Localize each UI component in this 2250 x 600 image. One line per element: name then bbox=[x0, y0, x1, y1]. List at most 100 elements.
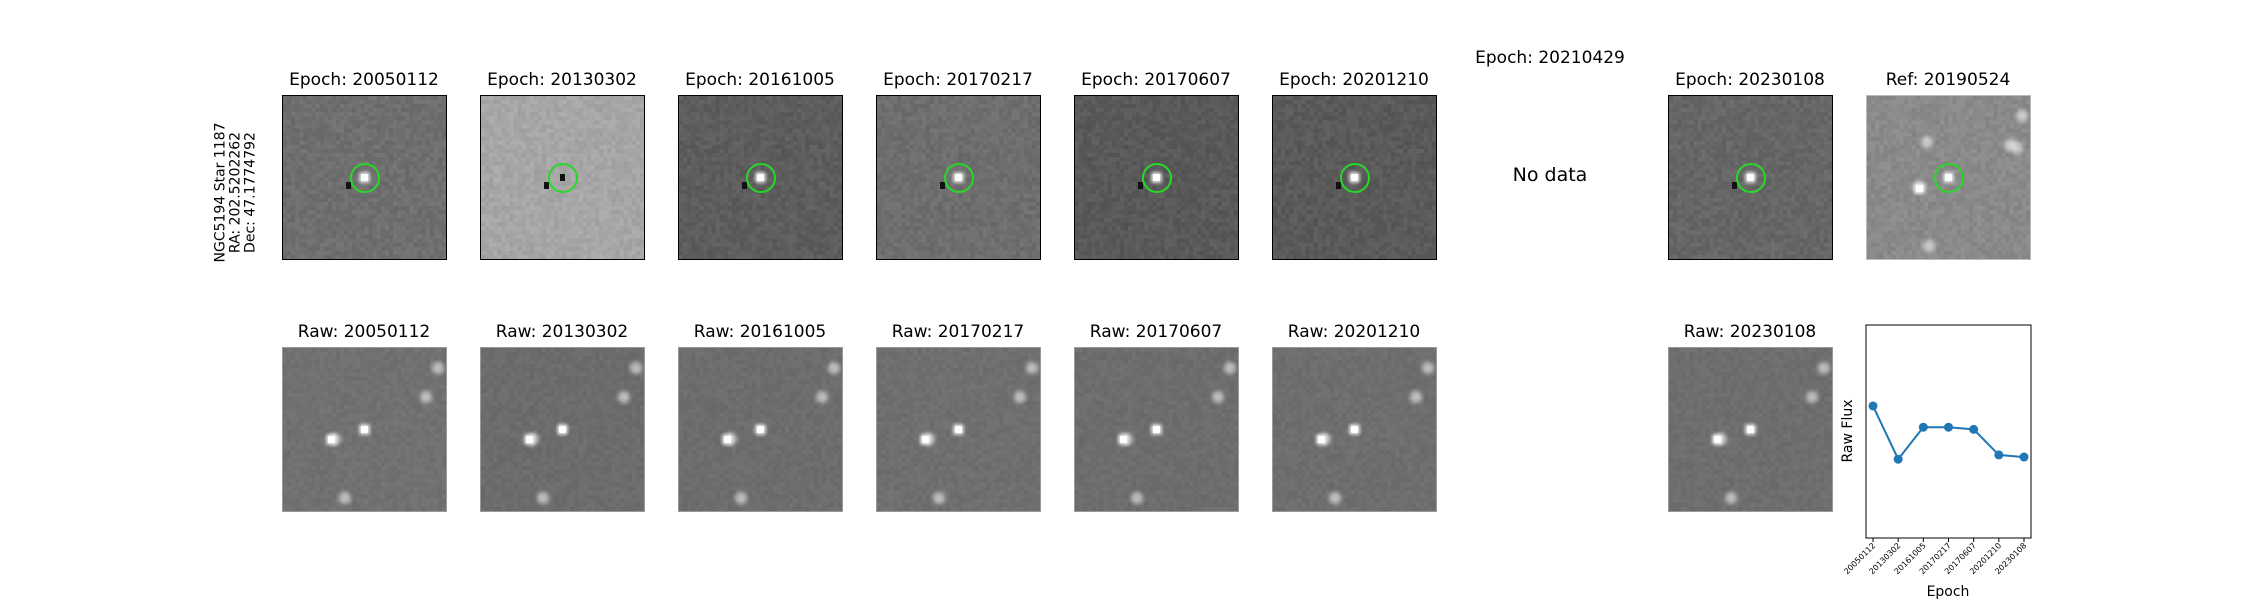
background-star bbox=[1014, 390, 1027, 403]
background-star bbox=[338, 491, 351, 504]
diff-title-7: Epoch: 20210429 bbox=[1430, 48, 1670, 68]
pixel-noise bbox=[1273, 348, 1436, 511]
x-axis-label: Epoch bbox=[1927, 584, 1970, 600]
target-marker-circle bbox=[1141, 162, 1172, 193]
ref-title: Ref: 20190524 bbox=[1828, 70, 2068, 90]
neighbor-star bbox=[1120, 435, 1128, 443]
neighbor-star bbox=[1714, 435, 1722, 443]
neighbor-star bbox=[724, 435, 732, 443]
raw-title-3: Raw: 20161005 bbox=[640, 322, 880, 342]
diff-title-5: Epoch: 20170607 bbox=[1036, 70, 1276, 90]
background-star bbox=[1806, 390, 1819, 403]
background-star bbox=[2015, 109, 2028, 122]
background-star bbox=[1025, 361, 1038, 374]
pixel-noise bbox=[481, 348, 644, 511]
light-curve-marks bbox=[1868, 401, 2029, 464]
target-marker-circle bbox=[943, 162, 974, 193]
background-star bbox=[536, 491, 549, 504]
background-star bbox=[1130, 491, 1143, 504]
background-star bbox=[816, 390, 829, 403]
star-ra: RA: 202.5202262 bbox=[228, 43, 244, 343]
target-marker-circle bbox=[349, 162, 380, 193]
background-star bbox=[1421, 361, 1434, 374]
flux-point-20161005 bbox=[1918, 422, 1928, 432]
no-data-message: No data bbox=[1450, 164, 1650, 186]
subtraction-residual bbox=[1731, 182, 1737, 190]
pixel-noise bbox=[283, 96, 446, 259]
diff-image-6 bbox=[1272, 95, 1437, 260]
raw-image-1 bbox=[282, 347, 447, 512]
pixel-noise bbox=[481, 96, 644, 259]
subtraction-residual bbox=[543, 182, 549, 190]
pixel-noise bbox=[679, 96, 842, 259]
target-star bbox=[955, 426, 962, 433]
background-star bbox=[431, 361, 444, 374]
target-star bbox=[1351, 426, 1358, 433]
diff-image-2 bbox=[480, 95, 645, 260]
target-star bbox=[1747, 426, 1754, 433]
raw-title-4: Raw: 20170217 bbox=[838, 322, 1078, 342]
target-marker-circle bbox=[1339, 162, 1370, 193]
diff-image-5 bbox=[1074, 95, 1239, 260]
diff-image-4 bbox=[876, 95, 1041, 260]
raw-title-2: Raw: 20130302 bbox=[442, 322, 682, 342]
flux-point-20201210 bbox=[1994, 450, 2004, 460]
background-star bbox=[618, 390, 631, 403]
subtraction-residual bbox=[741, 182, 747, 190]
diff-image-3 bbox=[678, 95, 843, 260]
flux-point-20170607 bbox=[1969, 424, 1979, 434]
flux-point-20050112 bbox=[1868, 401, 1878, 411]
target-star bbox=[361, 426, 368, 433]
diff-title-8: Epoch: 20230108 bbox=[1630, 70, 1870, 90]
flux-point-20230108 bbox=[2019, 452, 2029, 462]
background-star bbox=[932, 491, 945, 504]
target-star bbox=[1153, 426, 1160, 433]
pixel-noise bbox=[283, 348, 446, 511]
target-marker-circle bbox=[1933, 162, 1964, 193]
diff-image-8 bbox=[1668, 95, 1833, 260]
neighbor-star bbox=[922, 435, 930, 443]
y-axis-label: Raw Flux bbox=[1840, 400, 1856, 463]
subtraction-residual bbox=[1335, 182, 1341, 190]
ref-image bbox=[1866, 95, 2031, 260]
diff-title-4: Epoch: 20170217 bbox=[838, 70, 1078, 90]
background-star bbox=[734, 491, 747, 504]
raw-image-5 bbox=[1074, 347, 1239, 512]
raw-image-2 bbox=[480, 347, 645, 512]
pixel-noise bbox=[1075, 96, 1238, 259]
subtraction-residual bbox=[939, 182, 945, 190]
raw-title-5: Raw: 20170607 bbox=[1036, 322, 1276, 342]
light-curve-chart: 2005011220130302201610052017021720170607… bbox=[1840, 324, 2032, 600]
target-marker-circle bbox=[547, 162, 578, 193]
star-name: NGC5194 Star 1187 bbox=[213, 43, 229, 343]
raw-image-6 bbox=[1272, 347, 1437, 512]
flux-point-20130302 bbox=[1893, 454, 1903, 464]
background-star bbox=[2010, 142, 2023, 155]
raw-image-3 bbox=[678, 347, 843, 512]
neighbor-star bbox=[1915, 185, 1923, 193]
raw-image-7 bbox=[1668, 347, 1833, 512]
target-star bbox=[559, 426, 566, 433]
neighbor-star bbox=[328, 435, 336, 443]
pixel-noise bbox=[877, 96, 1040, 259]
target-marker-circle bbox=[745, 162, 776, 193]
diff-title-3: Epoch: 20161005 bbox=[640, 70, 880, 90]
neighbor-star bbox=[526, 435, 534, 443]
target-marker-circle bbox=[1735, 162, 1766, 193]
flux-point-20170217 bbox=[1944, 422, 1953, 432]
diff-title-6: Epoch: 20201210 bbox=[1234, 70, 1474, 90]
pixel-noise bbox=[1669, 348, 1832, 511]
background-star bbox=[1223, 361, 1236, 374]
raw-title-1: Raw: 20050112 bbox=[244, 322, 484, 342]
diff-title-1: Epoch: 20050112 bbox=[244, 70, 484, 90]
background-star bbox=[1921, 135, 1934, 148]
background-star bbox=[1922, 239, 1935, 252]
background-star bbox=[629, 361, 642, 374]
pixel-noise bbox=[1273, 96, 1436, 259]
raw-image-4 bbox=[876, 347, 1041, 512]
neighbor-star bbox=[1318, 435, 1326, 443]
background-star bbox=[827, 361, 840, 374]
subtraction-residual bbox=[345, 182, 351, 190]
target-star bbox=[757, 426, 764, 433]
light-curve-ticks: 2005011220130302201610052017021720170607… bbox=[1842, 538, 2028, 576]
